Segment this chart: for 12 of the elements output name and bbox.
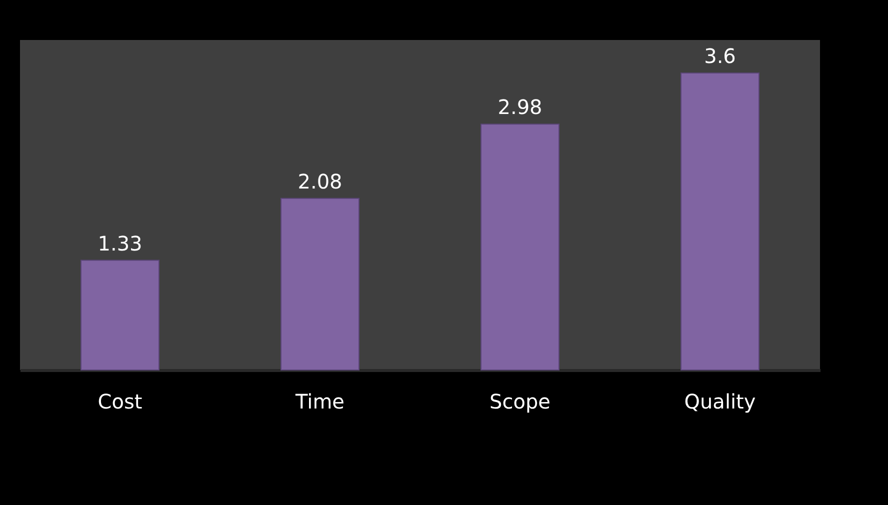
x-tick-label: Time	[294, 390, 344, 414]
data-label: 2.08	[298, 169, 342, 194]
data-label: 3.6	[704, 44, 736, 68]
bar	[80, 260, 160, 370]
bar	[480, 124, 560, 370]
x-tick-label: Cost	[98, 390, 142, 414]
x-tick-label: Quality	[684, 390, 756, 414]
x-tick-label: Scope	[490, 390, 550, 414]
data-label: 2.98	[498, 95, 542, 120]
data-label: 1.33	[98, 231, 142, 256]
bar	[280, 198, 360, 370]
bar	[680, 72, 760, 370]
